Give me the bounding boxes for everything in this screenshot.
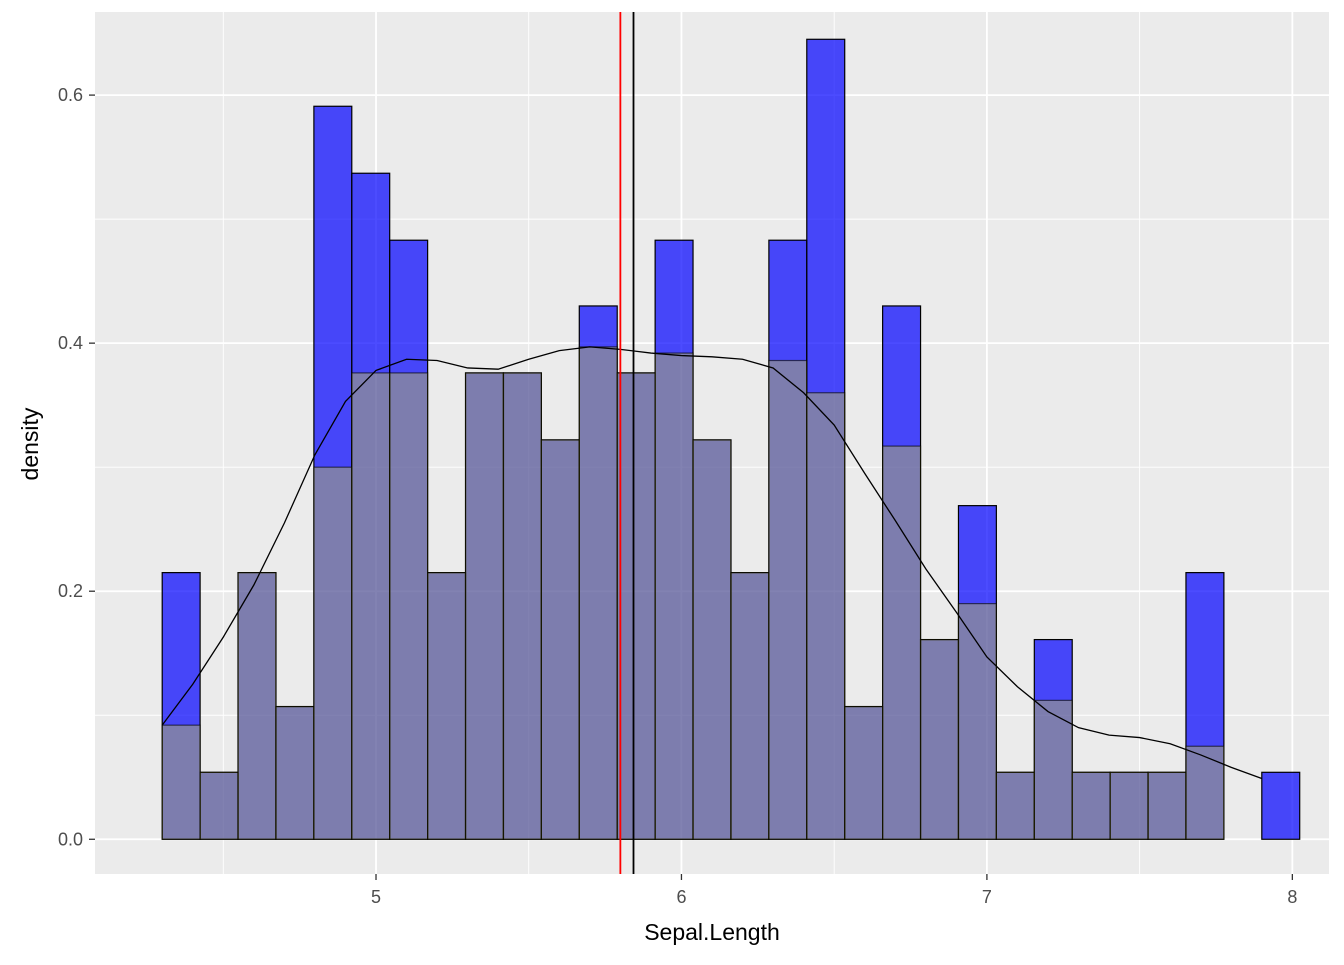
histogram-bar-yellow — [161, 724, 201, 840]
histogram-bar-blue — [578, 305, 618, 840]
histogram-bar-yellow — [427, 572, 467, 840]
histogram-bar-yellow — [275, 705, 315, 840]
y-axis: 0.0 0.2 0.4 0.6 — [58, 85, 95, 849]
histogram-bar-yellow — [806, 392, 846, 840]
histogram-bar-yellow — [995, 771, 1035, 840]
histogram-bar-blue — [351, 172, 391, 840]
histogram-bar-yellow — [389, 372, 429, 840]
x-axis: 5 6 7 8 — [371, 874, 1297, 907]
histogram-bar-yellow — [1109, 771, 1149, 840]
histogram-bar-blue — [161, 572, 201, 840]
histogram-bar-yellow — [692, 439, 732, 840]
density-series — [161, 346, 1263, 780]
histogram-bar-blue — [654, 239, 694, 840]
y-tick-label: 0.4 — [58, 333, 83, 353]
histogram-bar-blue — [1071, 771, 1111, 840]
histogram-bar-yellow — [237, 572, 277, 840]
histogram-bar-blue — [692, 439, 732, 840]
histogram-bar-yellow — [464, 372, 505, 840]
y-axis-title: density — [17, 407, 43, 480]
histogram-bar-yellow — [616, 372, 656, 840]
histogram-bar-blue — [1261, 771, 1301, 840]
reference-lines — [619, 12, 635, 874]
y-tick-label: 0.6 — [58, 85, 83, 105]
histogram-bar-blue — [1109, 771, 1149, 840]
histogram-bar-yellow — [351, 372, 391, 840]
histogram-bar-yellow — [1071, 771, 1111, 840]
histogram-bar-blue — [844, 705, 884, 840]
histogram-bar-blue — [275, 705, 315, 840]
x-tick-label: 8 — [1287, 887, 1297, 907]
histogram-bar-yellow — [540, 439, 580, 840]
histogram-bar-yellow — [768, 359, 808, 840]
y-tick-label: 0.0 — [58, 829, 83, 849]
histogram-bar-yellow — [313, 466, 353, 840]
histogram-bar-yellow — [882, 445, 922, 840]
x-tick-label: 7 — [982, 887, 992, 907]
histogram-bar-blue — [1033, 638, 1073, 840]
histogram-bar-blue — [730, 572, 770, 840]
y-tick-label: 0.2 — [58, 581, 83, 601]
histogram-bar-blue — [995, 771, 1035, 840]
histogram-bar-yellow — [578, 346, 618, 840]
histogram-bar-yellow — [199, 771, 239, 840]
x-tick-label: 6 — [676, 887, 686, 907]
density-curve — [161, 346, 1263, 780]
histogram-bar-yellow — [1033, 699, 1073, 840]
histogram-bar-yellow — [730, 572, 770, 840]
histogram-bar-blue — [1185, 572, 1225, 840]
histogram-bar-yellow — [502, 372, 542, 840]
x-tick-label: 5 — [371, 887, 381, 907]
histogram-bar-yellow — [654, 352, 694, 840]
histogram-bar-yellow — [1147, 771, 1187, 840]
histogram-bar-yellow — [844, 705, 884, 840]
histogram-bar-blue — [616, 372, 656, 840]
histogram-bar-blue — [768, 239, 808, 840]
histogram-bar-yellow — [919, 638, 960, 840]
histogram-bar-yellow — [1185, 745, 1225, 840]
histogram-bar-yellow — [957, 603, 997, 840]
histogram-yellow-series — [161, 346, 1225, 840]
histogram-blue-series — [161, 38, 1301, 840]
x-axis-title: Sepal.Length — [644, 919, 780, 945]
